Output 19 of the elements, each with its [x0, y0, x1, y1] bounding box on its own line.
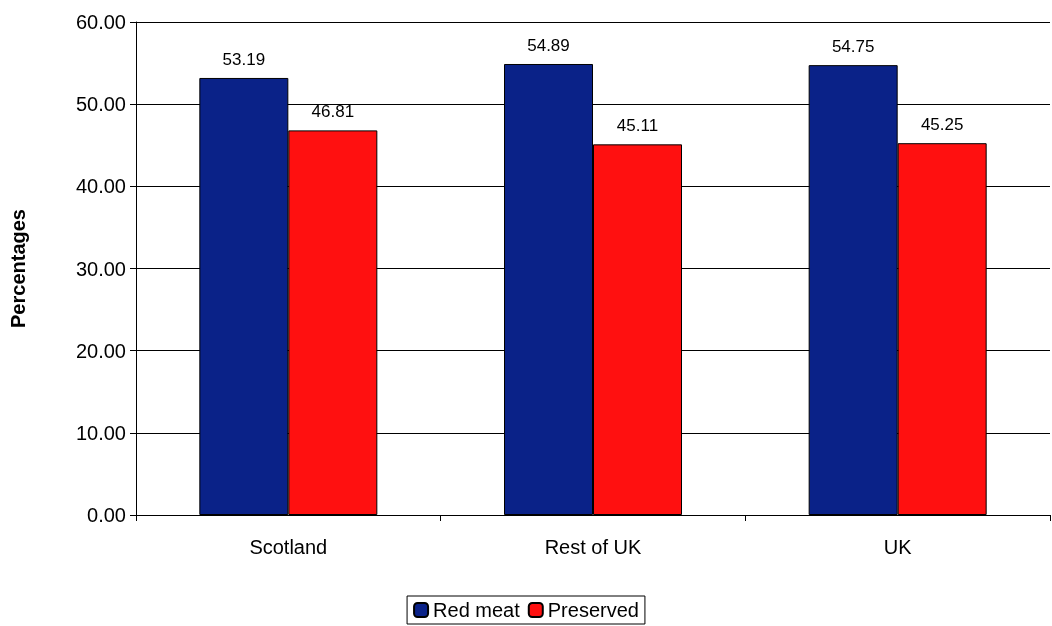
data-label: 45.25 — [920, 115, 964, 135]
data-label: 54.75 — [831, 37, 875, 57]
y-tick-label: 0.00 — [87, 504, 126, 526]
legend-label: Red meat — [433, 599, 521, 621]
y-tick-label: 60.00 — [75, 11, 126, 33]
y-tick-label: 20.00 — [75, 339, 126, 362]
data-label: 45.11 — [616, 116, 659, 136]
data-label: 53.19 — [222, 49, 266, 69]
y-tick-label: 50.00 — [75, 93, 126, 116]
y-axis-title: Percentages — [7, 209, 29, 328]
y-tick-label: 10.00 — [75, 421, 126, 444]
y-tick-label: 30.00 — [75, 257, 126, 280]
data-label: 54.89 — [527, 35, 570, 55]
x-tick-label: Rest of UK — [544, 536, 643, 558]
data-label: 46.81 — [311, 102, 355, 122]
x-tick-label: Scotland — [249, 536, 328, 558]
x-tick-label: UK — [883, 536, 913, 558]
y-tick-label: 40.00 — [75, 175, 126, 198]
legend-label: Preserved — [547, 599, 639, 621]
